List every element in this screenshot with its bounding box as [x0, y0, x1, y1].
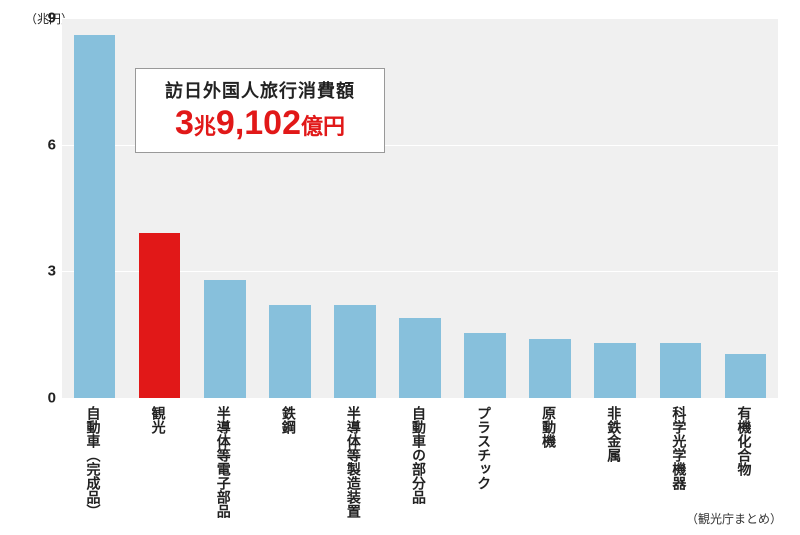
callout-title: 訪日外国人旅行消費額 [152, 77, 368, 103]
x-tick-label: 非鉄金属 [607, 406, 621, 462]
y-tick-label: 9 [48, 10, 56, 27]
bar [269, 305, 311, 398]
bar [204, 280, 246, 398]
gridline [62, 398, 778, 399]
bar [399, 318, 441, 398]
y-tick-label: 3 [48, 263, 56, 280]
bar [725, 354, 767, 398]
y-tick-label: 0 [48, 390, 56, 407]
bar [334, 305, 376, 398]
x-tick-label: プラスチック [477, 406, 491, 490]
x-tick-label: 自動車の部分品 [412, 406, 426, 504]
chart-container: （兆円） 0369 自動車（完成品）観光半導体等電子部品鉄鋼半導体等製造装置自動… [0, 0, 800, 535]
callout-value: 3兆9,102億円 [152, 105, 368, 142]
bar [594, 343, 636, 398]
bar-highlight [139, 233, 181, 398]
source-text: （観光庁まとめ） [686, 510, 782, 527]
x-tick-label: 自動車（完成品） [87, 406, 101, 518]
x-tick-label: 半導体等電子部品 [217, 406, 231, 518]
x-tick-label: 観光 [152, 406, 166, 434]
bar [529, 339, 571, 398]
x-tick-label: 半導体等製造装置 [347, 406, 361, 518]
y-tick-label: 6 [48, 136, 56, 153]
callout-box: 訪日外国人旅行消費額 3兆9,102億円 [135, 68, 385, 153]
bar [660, 343, 702, 398]
bar [464, 333, 506, 398]
x-tick-label: 有機化合物 [737, 406, 751, 476]
x-tick-label: 原動機 [542, 406, 556, 448]
bar [74, 35, 116, 398]
x-tick-label: 科学光学機器 [672, 406, 686, 490]
x-tick-label: 鉄鋼 [282, 406, 296, 434]
